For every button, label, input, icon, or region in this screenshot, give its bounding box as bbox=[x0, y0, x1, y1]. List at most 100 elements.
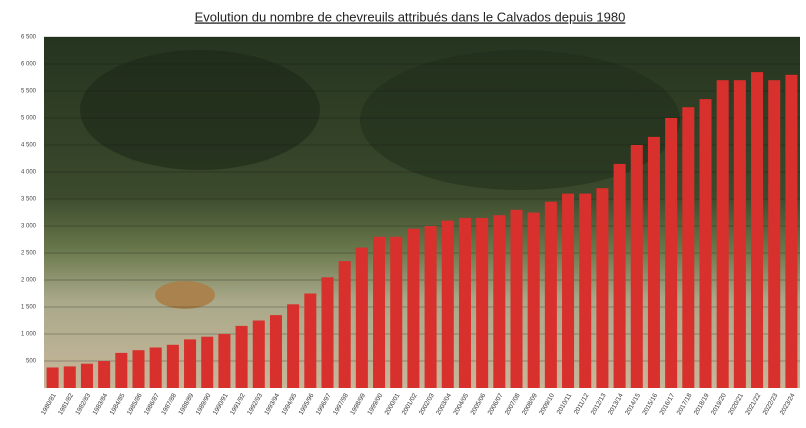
y-tick-label: 1 500 bbox=[21, 305, 37, 311]
x-tick-label: 2002/03 bbox=[418, 392, 436, 416]
bar bbox=[699, 99, 712, 388]
y-tick-label: 3 500 bbox=[21, 197, 37, 203]
bar bbox=[785, 74, 798, 389]
x-tick-label: 2018/19 bbox=[693, 392, 711, 416]
x-tick-label: 2004/05 bbox=[452, 392, 470, 416]
x-tick-label: 1993/94 bbox=[263, 392, 281, 416]
bar bbox=[768, 80, 781, 388]
x-tick-label: 1988/89 bbox=[177, 392, 195, 416]
x-tick-label: 2000/01 bbox=[384, 392, 402, 416]
y-tick-label: 6 500 bbox=[21, 35, 37, 41]
bar bbox=[235, 325, 248, 388]
bar bbox=[184, 339, 197, 388]
y-tick-label: 1 000 bbox=[21, 332, 37, 338]
x-tick-label: 1980/81 bbox=[40, 392, 58, 416]
tree bbox=[360, 50, 680, 190]
x-tick-label: 1991/92 bbox=[229, 392, 247, 416]
x-tick-label: 2013/14 bbox=[607, 392, 625, 416]
bar bbox=[682, 107, 695, 388]
x-tick-label: 2005/06 bbox=[470, 392, 488, 416]
x-tick-label: 1987/88 bbox=[160, 392, 178, 416]
bar bbox=[373, 236, 386, 388]
x-tick-label: 1992/93 bbox=[246, 392, 264, 416]
x-tick-label: 1990/91 bbox=[212, 392, 230, 416]
x-tick-label: 1994/95 bbox=[281, 392, 299, 416]
bar bbox=[441, 220, 454, 388]
x-tick-label: 1996/97 bbox=[315, 392, 333, 416]
x-tick-label: 1999/00 bbox=[366, 392, 384, 416]
bar bbox=[166, 344, 179, 388]
bar bbox=[407, 228, 420, 388]
x-tick-label: 2014/15 bbox=[624, 392, 642, 416]
bar bbox=[218, 334, 231, 388]
bar bbox=[510, 209, 523, 388]
bar bbox=[458, 217, 471, 388]
x-tick-label: 2011/12 bbox=[573, 392, 591, 416]
bar bbox=[751, 72, 764, 388]
x-tick-label: 2020/21 bbox=[727, 392, 745, 416]
x-tick-label: 2023/24 bbox=[779, 392, 797, 416]
bar bbox=[493, 215, 506, 388]
y-tick-label: 3 000 bbox=[21, 224, 37, 230]
bar bbox=[647, 136, 660, 388]
x-tick-label: 2015/16 bbox=[641, 392, 659, 416]
y-tick-label: 2 000 bbox=[21, 278, 37, 284]
x-tick-label: 1985/86 bbox=[126, 392, 144, 416]
x-tick-label: 2001/02 bbox=[401, 392, 419, 416]
x-tick-label: 1995/96 bbox=[298, 392, 316, 416]
deer bbox=[155, 281, 215, 309]
x-tick-label: 2006/07 bbox=[487, 392, 505, 416]
bar bbox=[252, 320, 265, 388]
x-tick-label: 1983/84 bbox=[92, 392, 110, 416]
x-tick-label: 2007/08 bbox=[504, 392, 522, 416]
x-tick-label: 1981/82 bbox=[57, 392, 75, 416]
bar bbox=[733, 80, 746, 388]
x-tick-label: 2016/17 bbox=[659, 392, 677, 416]
x-tick-label: 2017/18 bbox=[676, 392, 694, 416]
x-tick-label: 2010/11 bbox=[556, 392, 574, 416]
x-tick-label: 1986/87 bbox=[143, 392, 161, 416]
x-tick-label: 1998/99 bbox=[349, 392, 367, 416]
bar bbox=[579, 193, 592, 388]
x-tick-label: 2021/22 bbox=[744, 392, 762, 416]
bar bbox=[613, 163, 626, 388]
bar bbox=[476, 217, 489, 388]
bar bbox=[390, 236, 403, 388]
bar bbox=[527, 212, 540, 388]
bar bbox=[321, 277, 334, 388]
bar bbox=[562, 193, 575, 388]
bar bbox=[596, 188, 609, 388]
bar bbox=[716, 80, 729, 388]
bar bbox=[287, 304, 300, 388]
x-tick-label: 2009/10 bbox=[538, 392, 556, 416]
x-tick-label: 2019/20 bbox=[710, 392, 728, 416]
bar bbox=[132, 350, 145, 388]
x-tick-label: 2012/13 bbox=[590, 392, 608, 416]
y-tick-label: 4 500 bbox=[21, 143, 37, 149]
bar bbox=[115, 352, 128, 388]
bar bbox=[201, 336, 214, 388]
y-tick-label: 4 000 bbox=[21, 170, 37, 176]
bar bbox=[63, 366, 76, 388]
y-tick-label: 5 500 bbox=[21, 89, 37, 95]
bar bbox=[355, 247, 368, 388]
x-tick-label: 1982/83 bbox=[74, 392, 92, 416]
x-tick-label: 2022/23 bbox=[762, 392, 780, 416]
bar bbox=[80, 363, 93, 388]
tree bbox=[80, 50, 320, 170]
bar bbox=[304, 293, 317, 388]
y-tick-label: 500 bbox=[26, 359, 37, 365]
x-tick-label: 1997/98 bbox=[332, 392, 350, 416]
y-tick-label: 2 500 bbox=[21, 251, 37, 257]
bar bbox=[544, 201, 557, 388]
y-tick-label: 5 000 bbox=[21, 116, 37, 122]
bar bbox=[665, 118, 678, 388]
bar bbox=[98, 361, 111, 388]
x-tick-label: 2008/09 bbox=[521, 392, 539, 416]
chart-title: Evolution du nombre de chevreuils attrib… bbox=[195, 9, 626, 24]
x-tick-label: 2003/04 bbox=[435, 392, 453, 416]
bar bbox=[630, 145, 643, 388]
bar bbox=[46, 367, 59, 388]
bar bbox=[149, 347, 162, 388]
